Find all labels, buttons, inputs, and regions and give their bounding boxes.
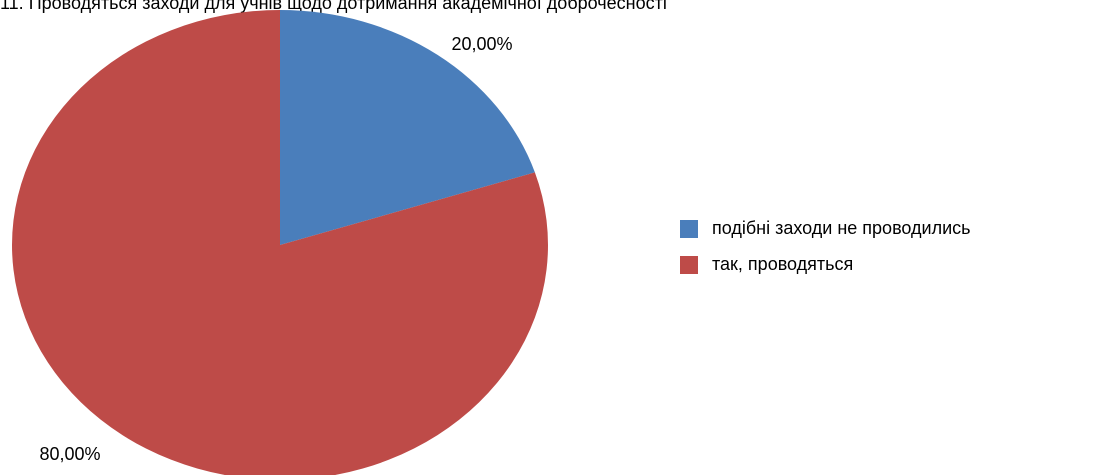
pie-slice xyxy=(280,10,535,245)
data-label: 80,00% xyxy=(39,444,100,464)
legend-label: так, проводяться xyxy=(712,254,853,274)
legend-swatch xyxy=(680,256,698,274)
legend-swatch xyxy=(680,220,698,238)
pie-slice xyxy=(12,10,548,475)
data-label: 20,00% xyxy=(451,34,512,54)
legend-label: подібні заходи не проводились xyxy=(712,218,971,238)
chart-title: 11. Проводяться заходи для учнів щодо до… xyxy=(0,0,667,13)
